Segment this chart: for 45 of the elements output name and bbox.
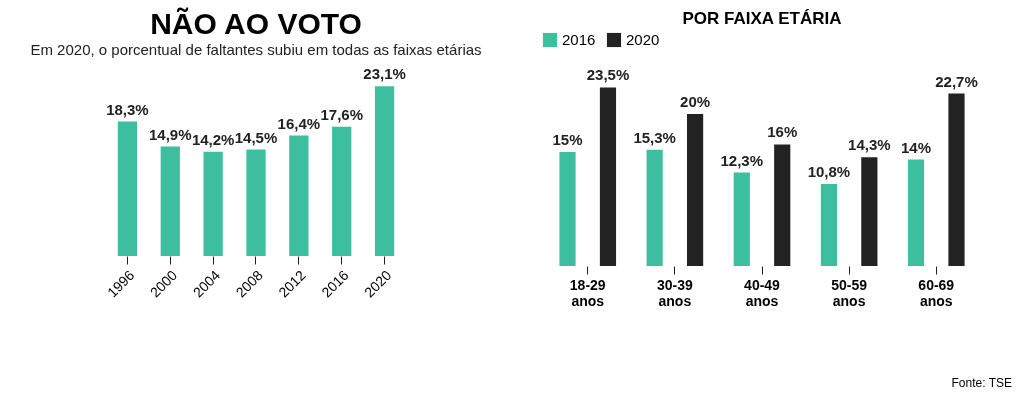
bar bbox=[861, 157, 878, 266]
bar bbox=[774, 144, 791, 266]
data-label: 14,2% bbox=[191, 130, 235, 148]
x-tick-label: 40-49 anos bbox=[744, 276, 781, 309]
data-label: 22,7% bbox=[935, 72, 978, 90]
legend-label: 2016 bbox=[562, 31, 596, 48]
chart-subtitle: Em 2020, o porcentual de faltantes subiu em todas as faixas etárias bbox=[30, 41, 482, 58]
data-label: 16,4% bbox=[277, 114, 321, 132]
source-note: Fonte: TSE bbox=[951, 376, 1012, 390]
bar bbox=[687, 114, 704, 266]
data-label: 23,1% bbox=[363, 65, 406, 83]
bar bbox=[733, 172, 750, 266]
chart-title: NÃO AO VOTO bbox=[150, 7, 362, 40]
data-label: 15% bbox=[552, 131, 583, 149]
data-label: 14,3% bbox=[848, 136, 891, 154]
bar bbox=[646, 149, 663, 266]
data-label: 16% bbox=[767, 123, 798, 141]
chart-title: POR FAIXA ETÁRIA bbox=[682, 9, 842, 28]
x-tick-label: 60-69 anos bbox=[918, 276, 955, 309]
data-label: 23,5% bbox=[586, 66, 630, 84]
data-label: 20% bbox=[680, 93, 711, 111]
bar bbox=[203, 151, 223, 256]
x-tick-label: 50-59 anos bbox=[831, 276, 868, 309]
data-label: 14% bbox=[901, 138, 932, 156]
legend-label: 2020 bbox=[626, 31, 660, 48]
bar bbox=[599, 87, 617, 266]
data-label: 15,3% bbox=[633, 128, 676, 146]
bar bbox=[820, 183, 837, 266]
data-label: 17,6% bbox=[320, 105, 363, 123]
bar bbox=[907, 159, 925, 266]
bar bbox=[160, 146, 180, 256]
data-label: 14,9% bbox=[149, 125, 192, 143]
data-label: 10,8% bbox=[807, 162, 851, 180]
bar bbox=[117, 121, 138, 256]
bar bbox=[374, 86, 395, 256]
data-label: 14,5% bbox=[234, 128, 278, 146]
x-tick-label: 30-39 anos bbox=[656, 276, 693, 309]
bar bbox=[246, 149, 266, 256]
bar bbox=[559, 152, 576, 266]
bar bbox=[948, 93, 965, 266]
x-tick-label: 18-29 anos bbox=[569, 276, 606, 309]
data-label: 18,3% bbox=[106, 100, 149, 118]
data-label: 12,3% bbox=[720, 151, 764, 169]
bar bbox=[289, 135, 309, 256]
bar bbox=[332, 126, 352, 256]
